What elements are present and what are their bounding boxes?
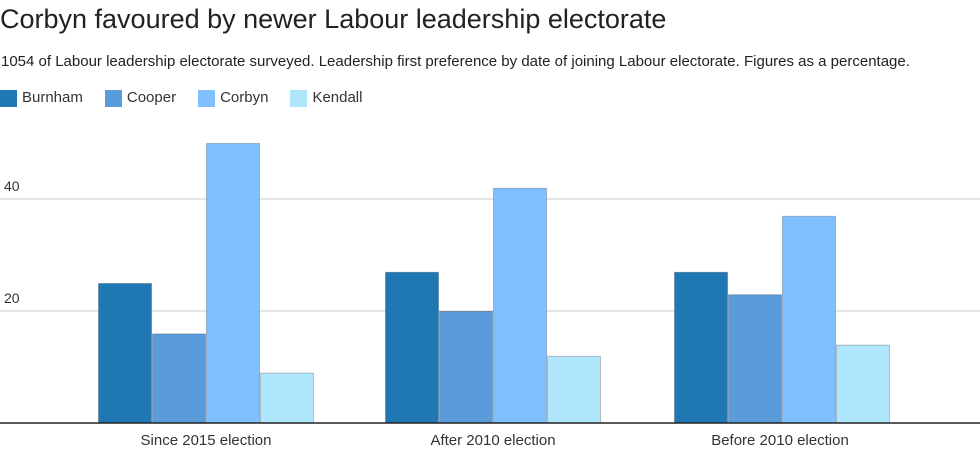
legend-swatch-cooper bbox=[104, 89, 122, 107]
legend-item-burnham: Burnham bbox=[0, 89, 83, 107]
legend-swatch-burnham bbox=[0, 89, 17, 107]
bar-corbyn-2 bbox=[782, 215, 836, 424]
chart-subtitle: 1054 of Labour leadership electorate sur… bbox=[1, 53, 910, 70]
chart-title: Corbyn favoured by newer Labour leadersh… bbox=[0, 4, 667, 34]
bar-kendall-1 bbox=[547, 355, 601, 424]
bar-cooper-1 bbox=[439, 311, 493, 424]
x-category-label-1: After 2010 election bbox=[430, 432, 555, 449]
bar-corbyn-1 bbox=[493, 187, 547, 424]
legend-item-corbyn: Corbyn bbox=[198, 89, 268, 107]
legend-label-corbyn: Corbyn bbox=[220, 89, 269, 106]
bar-kendall-2 bbox=[836, 344, 890, 424]
legend-label-cooper: Cooper bbox=[126, 89, 177, 106]
bar-cooper-0 bbox=[152, 333, 206, 424]
chart-legend: Burnham Cooper Corbyn Kendall bbox=[0, 88, 384, 108]
x-category-label-2: Before 2010 election bbox=[711, 432, 849, 449]
bars bbox=[98, 143, 890, 424]
legend-swatch-kendall bbox=[290, 89, 308, 107]
axes: 20 40 Since 2015 election After 2010 electi… bbox=[0, 178, 980, 449]
bar-cooper-2 bbox=[728, 294, 782, 424]
y-tick-label-40: 40 bbox=[4, 178, 20, 194]
legend-item-kendall: Kendall bbox=[290, 89, 362, 107]
legend-swatch-corbyn bbox=[198, 89, 216, 107]
bar-burnham-2 bbox=[674, 271, 728, 424]
legend-item-cooper: Cooper bbox=[104, 89, 177, 107]
bar-burnham-0 bbox=[98, 283, 152, 424]
x-category-label-0: Since 2015 election bbox=[141, 432, 272, 449]
bar-burnham-1 bbox=[385, 271, 439, 424]
legend-label-kendall: Kendall bbox=[312, 89, 363, 106]
y-tick-label-20: 20 bbox=[4, 290, 20, 306]
bar-corbyn-0 bbox=[206, 143, 260, 424]
legend-label-burnham: Burnham bbox=[22, 89, 83, 106]
bar-kendall-0 bbox=[260, 372, 314, 424]
